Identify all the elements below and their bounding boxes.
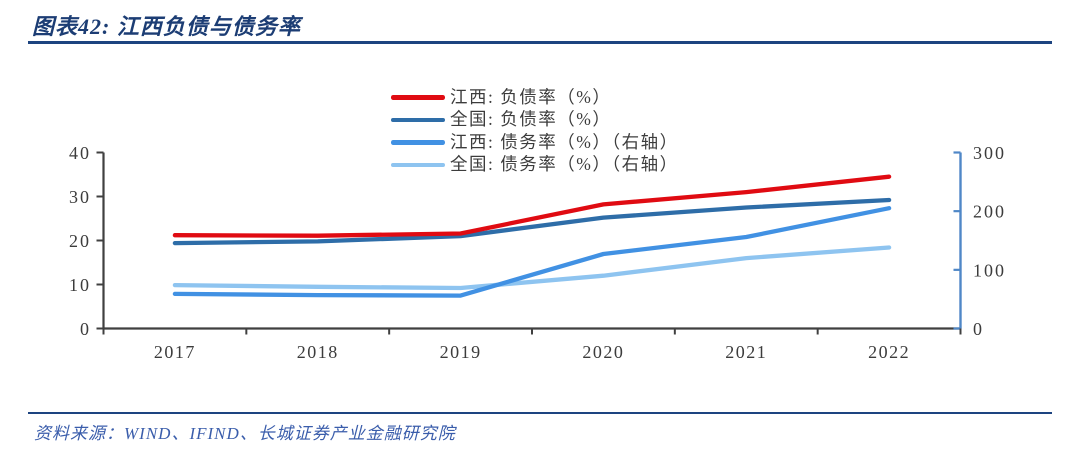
x-axis-label: 2021	[725, 342, 767, 362]
legend-swatch-icon	[391, 117, 445, 123]
series-line-2	[172, 206, 892, 298]
legend-label: 全国: 债务率（%）（右轴）	[450, 154, 679, 175]
x-axis-label: 2017	[154, 342, 196, 362]
x-axis-label: 2019	[440, 342, 482, 362]
legend-item-1: 全国: 负债率（%）	[391, 109, 679, 132]
y-axis-right-tick-label: 200	[973, 202, 1006, 222]
legend-item-0: 江西: 负债率（%）	[391, 86, 679, 109]
y-axis-right-tick-label: 0	[973, 319, 984, 339]
legend-item-2: 江西: 债务率（%）（右轴）	[391, 131, 679, 154]
legend-label: 江西: 债务率（%）（右轴）	[450, 131, 679, 152]
legend-label: 江西: 负债率（%）	[450, 86, 612, 107]
source-divider	[28, 412, 1052, 414]
y-axis-left-tick-label: 0	[80, 319, 91, 339]
y-axis-left-tick-label: 20	[69, 231, 91, 251]
legend-label: 全国: 负债率（%）	[450, 109, 612, 130]
series-line-0	[172, 174, 892, 238]
y-axis-right-tick-label: 100	[973, 260, 1006, 280]
source-text: 资料来源：WIND、IFIND、长城证券产业金融研究院	[34, 424, 456, 443]
figure-title: 图表42: 江西负债与债务率	[32, 14, 301, 39]
legend-item-3: 全国: 债务率（%）（右轴）	[391, 154, 679, 177]
legend-swatch-icon	[391, 162, 445, 168]
chart-legend: 江西: 负债率（%） 全国: 负债率（%） 江西: 债务率（%）（右轴） 全国: 债务…	[391, 86, 679, 176]
legend-swatch-icon	[391, 140, 445, 145]
x-axis-label: 2018	[297, 342, 339, 362]
y-axis-left-tick-label: 10	[69, 275, 91, 295]
y-axis-right-tick-label: 300	[973, 143, 1006, 163]
series-line-1	[172, 197, 892, 246]
legend-swatch-icon	[391, 95, 445, 100]
series-line-3	[172, 245, 892, 291]
x-axis-label: 2020	[582, 342, 624, 362]
x-axis-label: 2022	[868, 342, 910, 362]
title-divider	[28, 41, 1052, 44]
y-axis-left-tick-label: 40	[69, 143, 91, 163]
y-axis-left-tick-label: 30	[69, 187, 91, 207]
